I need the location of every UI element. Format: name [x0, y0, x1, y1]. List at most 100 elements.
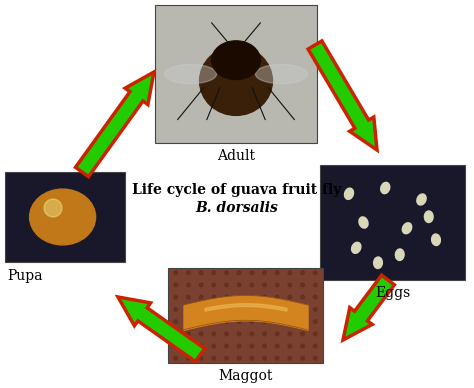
Circle shape [174, 332, 178, 336]
Circle shape [174, 344, 178, 348]
Circle shape [250, 344, 254, 348]
Ellipse shape [424, 211, 433, 222]
Circle shape [250, 283, 254, 287]
Circle shape [187, 344, 190, 348]
Bar [155, 5, 317, 143]
Circle shape [263, 295, 266, 299]
Circle shape [212, 332, 216, 336]
Circle shape [250, 320, 254, 324]
FancyArrow shape [118, 297, 205, 362]
Circle shape [199, 295, 203, 299]
Circle shape [187, 295, 190, 299]
Circle shape [187, 320, 190, 324]
Circle shape [313, 295, 317, 299]
Text: Adult: Adult [217, 149, 255, 163]
Circle shape [263, 283, 266, 287]
Circle shape [263, 344, 266, 348]
Circle shape [225, 332, 228, 336]
Circle shape [250, 271, 254, 275]
Circle shape [250, 332, 254, 336]
Circle shape [225, 308, 228, 311]
Circle shape [301, 320, 304, 324]
Ellipse shape [359, 217, 368, 228]
Circle shape [187, 283, 190, 287]
Circle shape [199, 357, 203, 360]
Ellipse shape [165, 64, 217, 84]
Circle shape [288, 332, 292, 336]
Circle shape [275, 295, 279, 299]
Ellipse shape [352, 242, 361, 253]
Circle shape [275, 308, 279, 311]
Circle shape [174, 320, 178, 324]
Text: B. dorsalis: B. dorsalis [196, 201, 278, 215]
Circle shape [250, 295, 254, 299]
Text: Pupa: Pupa [7, 269, 43, 283]
Circle shape [288, 295, 292, 299]
Circle shape [301, 308, 304, 311]
Circle shape [263, 332, 266, 336]
Circle shape [237, 283, 241, 287]
Circle shape [174, 308, 178, 311]
Circle shape [288, 283, 292, 287]
Circle shape [225, 295, 228, 299]
Circle shape [212, 283, 216, 287]
Circle shape [301, 283, 304, 287]
Circle shape [301, 332, 304, 336]
Circle shape [275, 344, 279, 348]
Circle shape [225, 283, 228, 287]
Circle shape [199, 332, 203, 336]
FancyArrow shape [75, 72, 154, 177]
Circle shape [212, 295, 216, 299]
Circle shape [313, 357, 317, 360]
Bar [320, 165, 465, 280]
Circle shape [313, 271, 317, 275]
Circle shape [212, 357, 216, 360]
Circle shape [301, 271, 304, 275]
Circle shape [212, 308, 216, 311]
Circle shape [174, 295, 178, 299]
Ellipse shape [374, 257, 383, 268]
Circle shape [275, 271, 279, 275]
Ellipse shape [255, 64, 307, 84]
Circle shape [187, 332, 190, 336]
Circle shape [237, 320, 241, 324]
Ellipse shape [212, 41, 260, 80]
Circle shape [237, 332, 241, 336]
FancyArrow shape [343, 275, 394, 340]
Circle shape [174, 271, 178, 275]
Circle shape [225, 344, 228, 348]
Circle shape [263, 308, 266, 311]
Circle shape [225, 271, 228, 275]
Circle shape [212, 271, 216, 275]
Circle shape [313, 320, 317, 324]
Circle shape [301, 357, 304, 360]
Circle shape [237, 271, 241, 275]
Ellipse shape [44, 199, 62, 217]
Circle shape [199, 308, 203, 311]
Ellipse shape [395, 249, 404, 260]
Circle shape [313, 283, 317, 287]
Circle shape [275, 320, 279, 324]
Circle shape [237, 295, 241, 299]
Text: Maggot: Maggot [219, 369, 273, 383]
Circle shape [301, 344, 304, 348]
Bar [5, 172, 125, 262]
Circle shape [263, 357, 266, 360]
Circle shape [301, 295, 304, 299]
Circle shape [237, 357, 241, 360]
Circle shape [199, 344, 203, 348]
Circle shape [288, 308, 292, 311]
Circle shape [250, 357, 254, 360]
Circle shape [288, 344, 292, 348]
Ellipse shape [29, 189, 96, 245]
Circle shape [275, 283, 279, 287]
Circle shape [187, 308, 190, 311]
Circle shape [313, 332, 317, 336]
Circle shape [250, 308, 254, 311]
Text: Eggs: Eggs [375, 286, 410, 300]
Circle shape [313, 308, 317, 311]
Ellipse shape [417, 194, 426, 205]
Circle shape [288, 357, 292, 360]
Circle shape [313, 344, 317, 348]
Circle shape [199, 320, 203, 324]
